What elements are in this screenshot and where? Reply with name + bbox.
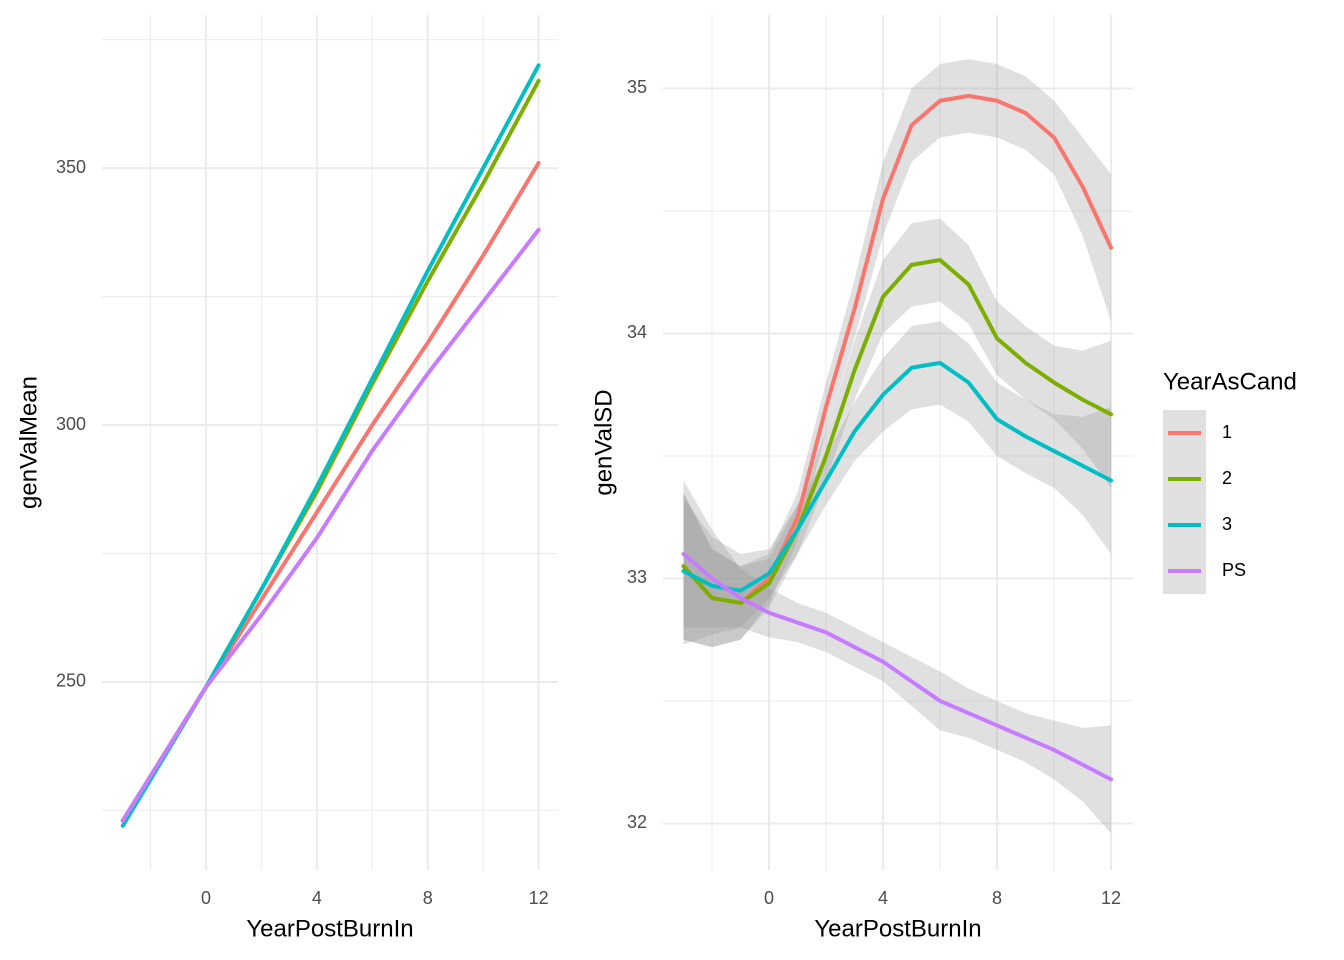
y-tick-label: 34 bbox=[627, 322, 647, 342]
line bbox=[120, 227, 541, 823]
line bbox=[681, 551, 1114, 782]
x-axis-title: YearPostBurnIn bbox=[814, 915, 981, 942]
x-tick-label: 8 bbox=[423, 888, 433, 908]
legend-label: 1 bbox=[1222, 422, 1232, 442]
y-tick-label: 35 bbox=[627, 77, 647, 97]
x-tick-label: 8 bbox=[992, 888, 1002, 908]
line bbox=[681, 257, 1114, 605]
y-axis-title: genValSD bbox=[590, 389, 617, 495]
y-tick-label: 33 bbox=[627, 567, 647, 587]
legend-label: PS bbox=[1222, 560, 1246, 580]
y-axis-title: genValMean bbox=[15, 376, 42, 509]
legend-label: 2 bbox=[1222, 468, 1232, 488]
line bbox=[120, 63, 541, 828]
y-tick-label: 250 bbox=[56, 671, 86, 691]
x-tick-label: 4 bbox=[878, 888, 888, 908]
x-tick-label: 12 bbox=[1101, 888, 1121, 908]
y-tick-label: 350 bbox=[56, 157, 86, 177]
line bbox=[681, 93, 1114, 605]
confidence-band bbox=[683, 480, 1112, 834]
y-tick-label: 300 bbox=[56, 414, 86, 434]
line bbox=[681, 360, 1114, 593]
x-tick-label: 12 bbox=[529, 888, 549, 908]
x-tick-label: 0 bbox=[201, 888, 211, 908]
confidence-band bbox=[683, 321, 1112, 645]
x-tick-label: 4 bbox=[312, 888, 322, 908]
legend-label: 3 bbox=[1222, 514, 1232, 534]
line bbox=[120, 78, 541, 823]
legend-title: YearAsCand bbox=[1163, 368, 1297, 395]
x-axis-title: YearPostBurnIn bbox=[246, 915, 413, 942]
x-tick-label: 0 bbox=[764, 888, 774, 908]
y-tick-label: 32 bbox=[627, 812, 647, 832]
